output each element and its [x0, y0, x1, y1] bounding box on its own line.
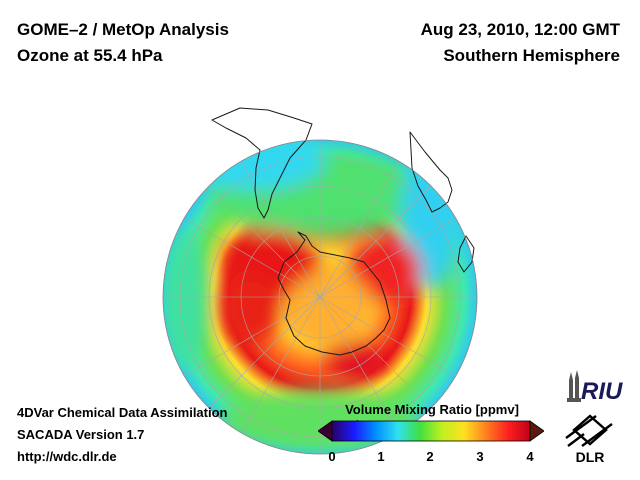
africa-coastline	[409, 131, 453, 213]
australia-coastline	[457, 235, 475, 273]
colorbar-tick-4: 4	[526, 449, 534, 464]
footer-line-2: SACADA Version 1.7	[17, 427, 145, 442]
date-block: Aug 23, 2010, 12:00 GMT Southern Hemisph…	[421, 17, 620, 69]
date-label: Aug 23, 2010, 12:00 GMT	[420, 20, 620, 39]
title-block: GOME–2 / MetOp Analysis Ozone at 55.4 hP…	[17, 17, 229, 69]
hemisphere-label: Southern Hemisphere	[443, 46, 620, 65]
colorbar-tick-1: 1	[377, 449, 385, 464]
colorbar-tick-2: 2	[426, 449, 434, 464]
colorbar-over-arrow	[529, 420, 544, 442]
riu-cathedral-icon	[567, 370, 581, 402]
colorbar-gradient	[331, 420, 531, 442]
colorbar-under-arrow	[318, 420, 333, 442]
colorbar-tick-0: 0	[328, 449, 336, 464]
coastlines	[211, 107, 475, 441]
variable-title: Ozone at 55.4 hPa	[17, 46, 163, 65]
dlr-logo: DLR	[565, 414, 613, 465]
colorbar	[318, 420, 544, 442]
south-america-coastline	[211, 107, 313, 219]
dlr-logo-icon	[565, 414, 613, 447]
riu-text: RIU	[581, 378, 623, 405]
footer-block: 4DVar Chemical Data Assimilation SACADA …	[17, 402, 228, 468]
footer-url-link[interactable]: http://wdc.dlr.de	[17, 449, 117, 464]
footer-line-1: 4DVar Chemical Data Assimilation	[17, 405, 228, 420]
colorbar-title: Volume Mixing Ratio [ppmv]	[345, 402, 519, 417]
dlr-text: DLR	[576, 449, 605, 465]
colorbar-tick-3: 3	[476, 449, 484, 464]
antarctica-coastline	[277, 231, 391, 356]
product-title: GOME–2 / MetOp Analysis	[17, 20, 229, 39]
globe-outline	[162, 139, 478, 455]
riu-logo: RIU	[567, 370, 623, 405]
